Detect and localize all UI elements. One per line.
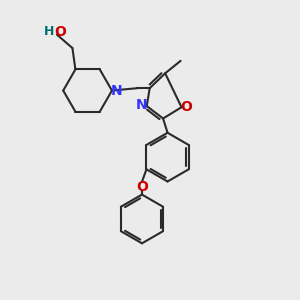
Text: N: N — [136, 98, 148, 112]
Text: H: H — [44, 25, 55, 38]
Text: N: N — [110, 84, 122, 98]
Text: O: O — [55, 25, 67, 39]
Text: O: O — [180, 100, 192, 114]
Text: O: O — [136, 180, 148, 194]
